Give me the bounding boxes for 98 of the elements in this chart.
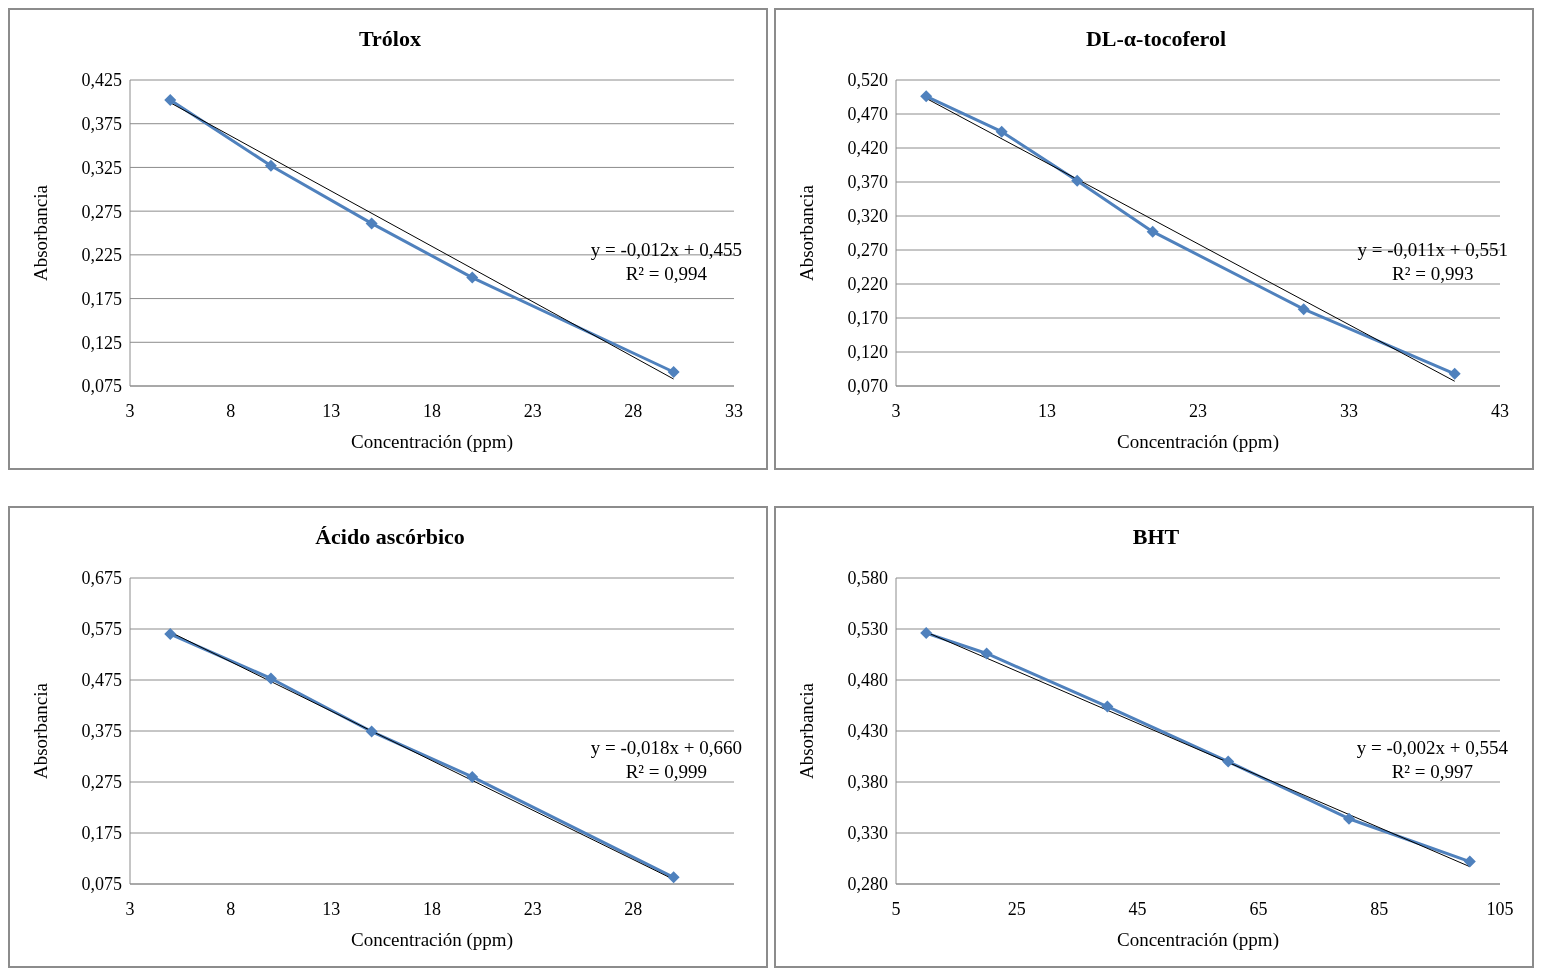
chart-title: Ácido ascórbico	[314, 524, 466, 550]
y-tick-label: 0,125	[81, 332, 122, 353]
x-tick-label: 13	[322, 400, 341, 421]
y-tick-label: 0,375	[81, 721, 122, 742]
y-tick-label: 0,325	[81, 157, 122, 178]
chart-title: BHT	[1131, 524, 1181, 550]
y-tick-label: 0,075	[81, 376, 122, 397]
point	[1297, 303, 1310, 316]
x-tick-label: 18	[423, 898, 441, 919]
y-axis-title: Absorbancia	[795, 682, 817, 780]
x-tick-label: 28	[624, 400, 643, 421]
y-tick-label: 0,520	[847, 70, 888, 91]
x-tick-label: 25	[1007, 898, 1026, 919]
y-tick-label: 0,430	[847, 721, 888, 742]
point	[1146, 225, 1159, 238]
x-tick-label: 33	[725, 400, 743, 421]
x-tick-label: 18	[423, 400, 441, 421]
y-tick-label: 0,420	[847, 138, 888, 159]
y-tick-label: 0,375	[81, 114, 122, 135]
point	[164, 628, 177, 641]
x-tick-label: 13	[322, 898, 341, 919]
y-tick-label: 0,225	[81, 245, 122, 266]
point	[920, 627, 933, 640]
x-axis-title: Concentración (ppm)	[351, 929, 513, 951]
y-tick-label: 0,175	[81, 823, 122, 844]
y-tick-label: 0,275	[81, 772, 122, 793]
y-axis-title: Absorbancia	[795, 184, 817, 282]
y-tick-label: 0,580	[847, 568, 888, 589]
point	[466, 770, 479, 783]
y-tick-label: 0,475	[81, 670, 122, 691]
point	[667, 871, 680, 884]
point	[264, 672, 277, 685]
y-tick-label: 0,320	[847, 206, 888, 227]
x-tick-label: 23	[523, 898, 542, 919]
y-tick-label: 0,270	[847, 240, 888, 261]
x-tick-label: 13	[1038, 400, 1056, 421]
x-tick-label: 28	[624, 898, 643, 919]
x-tick-label: 105	[1486, 898, 1514, 919]
y-tick-label: 0,175	[81, 288, 122, 309]
y-tick-label: 0,170	[847, 308, 888, 329]
x-tick-label: 3	[125, 400, 135, 421]
y-tick-label: 0,530	[847, 619, 888, 640]
y-tick-label: 0,575	[81, 619, 122, 640]
y-tick-label: 0,220	[847, 274, 888, 295]
chart-title: DL-α-tocoferol	[1084, 26, 1228, 52]
y-tick-label: 0,675	[81, 568, 122, 589]
y-tick-label: 0,120	[847, 342, 888, 363]
point	[264, 159, 277, 172]
point	[466, 271, 479, 284]
x-tick-label: 43	[1491, 400, 1509, 421]
point	[365, 217, 378, 230]
x-tick-label: 85	[1370, 898, 1389, 919]
x-axis-title: Concentración (ppm)	[1117, 929, 1279, 951]
y-tick-label: 0,075	[81, 874, 122, 895]
annotation: R² = 0,993	[1391, 262, 1475, 286]
y-axis-title: Absorbancia	[29, 682, 51, 780]
annotation: R² = 0,994	[624, 262, 709, 286]
point	[980, 647, 993, 660]
annotation: y = -0,012x + 0,455	[590, 238, 742, 262]
x-tick-label: 45	[1128, 898, 1147, 919]
point	[1071, 174, 1084, 187]
point	[1101, 700, 1114, 713]
x-axis-title: Concentración (ppm)	[1117, 431, 1279, 453]
x-tick-label: 3	[891, 400, 901, 421]
x-tick-label: 23	[523, 400, 542, 421]
point	[1343, 812, 1355, 825]
y-tick-label: 0,470	[847, 104, 888, 125]
x-tick-label: 8	[226, 400, 236, 421]
y-tick-label: 0,370	[847, 172, 888, 193]
annotation: y = -0,018x + 0,660	[590, 736, 742, 760]
point	[365, 725, 378, 738]
annotation: R² = 0,997	[1390, 760, 1475, 784]
y-axis-title: Absorbancia	[29, 184, 51, 282]
point	[1463, 855, 1476, 868]
annotation: y = -0,002x + 0,554	[1356, 736, 1508, 760]
x-tick-label: 23	[1189, 400, 1207, 421]
annotation: y = -0,011x + 0,551	[1357, 238, 1508, 262]
x-tick-label: 3	[125, 898, 135, 919]
point	[667, 366, 680, 379]
y-tick-label: 0,275	[81, 201, 122, 222]
y-tick-label: 0,070	[847, 376, 888, 397]
y-tick-label: 0,380	[847, 772, 888, 793]
point	[164, 94, 177, 107]
x-axis-title: Concentración (ppm)	[351, 431, 513, 453]
y-tick-label: 0,280	[847, 874, 888, 895]
point	[1222, 755, 1235, 768]
y-tick-label: 0,480	[847, 670, 888, 691]
point	[995, 125, 1008, 138]
x-tick-label: 5	[891, 898, 901, 919]
point	[1448, 367, 1461, 380]
x-tick-label: 8	[226, 898, 236, 919]
point	[920, 90, 933, 103]
x-tick-label: 65	[1249, 898, 1268, 919]
y-tick-label: 0,330	[847, 823, 888, 844]
annotation: R² = 0,999	[624, 760, 709, 784]
y-tick-label: 0,425	[81, 70, 122, 91]
chart-title: Trólox	[358, 26, 422, 52]
x-tick-label: 33	[1340, 400, 1358, 421]
